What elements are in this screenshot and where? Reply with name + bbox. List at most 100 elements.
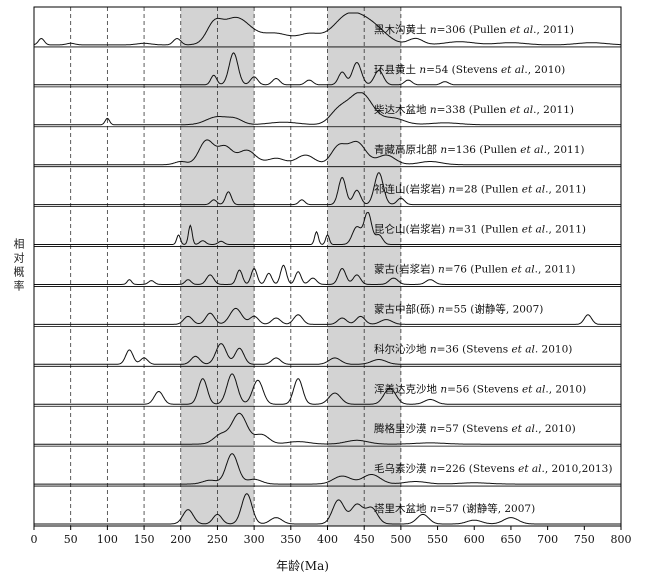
panel-label-0-part-3: et al [510,24,533,36]
panel-label-9-part-0: 浑善达克沙地 [374,382,440,395]
x-tick-label-300: 300 [244,533,265,546]
panel-label-7-part-2: =55 (谢静等, 2007) [445,302,544,315]
panel-label-7-part-1: n [438,303,445,315]
kde-curve-12 [34,493,621,525]
x-tick-label-150: 150 [134,533,155,546]
kde-curve-10 [34,412,621,445]
kde-curve-2 [34,92,621,126]
panel-label-11-part-4: ., 2010,2013) [542,463,613,475]
panel-label-6-part-1: n [438,264,445,276]
panel-label-1-part-4: ., 2010) [524,64,565,76]
panel-label-10-part-4: ., 2010) [535,423,576,435]
x-tick-label-650: 650 [500,533,521,546]
panel-label-9-part-4: ., 2010) [545,383,586,395]
kde-curve-4 [34,172,621,206]
x-tick-label-200: 200 [170,533,191,546]
kde-curve-1 [34,52,621,86]
panel-label-11-part-2: =226 (Stevens [437,463,519,475]
x-tick-label-600: 600 [464,533,485,546]
kde-curve-9 [34,373,621,405]
panel-label-5-part-3: et al [522,224,545,236]
panel-label-4-part-1: n [449,184,456,196]
panel-label-10-part-3: et al [511,423,534,435]
panel-label-5: 昆仑山(岩浆岩) n=31 (Pullen et al., 2011) [374,223,586,236]
panel-label-8-part-0: 科尔沁沙地 [374,342,430,355]
panel-label-6-part-0: 蒙古(岩浆岩) [374,263,438,276]
kde-curve-0 [33,12,621,46]
panel-label-5-part-4: ., 2011) [545,224,586,236]
panel-label-1-part-3: et al [501,64,524,76]
panel-label-8-part-1: n [430,343,437,355]
panel-label-2-part-4: ., 2011) [533,104,574,116]
panel-label-2-part-2: =338 (Pullen [437,104,510,116]
kde-curve-6 [34,264,621,285]
panel-label-4-part-0: 祁连山(岩浆岩) [374,183,449,196]
panel-label-7-part-0: 蒙古中部(砾) [374,302,438,315]
x-tick-label-100: 100 [97,533,118,546]
panel-label-8-part-3: et al [511,343,534,355]
panel-label-9-part-3: et al [522,383,545,395]
panel-label-3-part-1: n [440,144,447,156]
kde-curve-3 [34,139,621,166]
panel-label-4-part-2: =28 (Pullen [455,184,521,196]
panel-label-9-part-2: =56 (Stevens [447,383,522,395]
panel-label-11-part-3: et al [518,463,541,475]
panel-label-11-part-0: 毛乌素沙漠 [374,462,430,475]
panel-label-12: 塔里木盆地 n=57 (谢静等, 2007) [374,502,535,515]
x-tick-label-700: 700 [537,533,558,546]
panel-label-4-part-4: ., 2011) [545,184,586,196]
panel-label-11-part-1: n [430,463,437,475]
panel-label-6-part-4: ., 2011) [535,264,576,276]
kde-curve-11 [34,453,621,485]
panel-label-3-part-0: 青藏高原北部 [374,143,440,156]
kde-curve-7 [34,307,621,325]
panel-label-2-part-0: 柴达木盆地 [374,103,430,116]
panel-label-0: 黑木沟黄土 n=306 (Pullen et al., 2011) [374,23,574,36]
panel-label-3-part-4: ., 2011) [544,144,585,156]
x-tick-label-250: 250 [207,533,228,546]
panel-label-12-part-2: n [430,503,437,515]
panel-label-5-part-2: =31 (Pullen [455,224,521,236]
y-axis-title: 相对概率 [12,238,25,294]
panel-label-2-part-3: et al [510,104,533,116]
kde-curve-8 [34,343,621,365]
panel-label-3-part-3: et al [520,144,543,156]
panel-label-1-part-0: 环县黄土 [374,63,419,76]
panel-label-6: 蒙古(岩浆岩) n=76 (Pullen et al., 2011) [374,263,575,276]
panel-label-8: 科尔沁沙地 n=36 (Stevens et al. 2010) [374,342,572,355]
x-tick-label-800: 800 [611,533,632,546]
x-tick-label-350: 350 [280,533,301,546]
panel-label-1: 环县黄土 n=54 (Stevens et al., 2010) [374,63,565,76]
x-tick-label-750: 750 [574,533,595,546]
panel-label-10-part-2: =57 (Stevens [437,423,512,435]
panel-label-2: 柴达木盆地 n=338 (Pullen et al., 2011) [374,103,574,116]
x-tick-label-50: 50 [64,533,78,546]
panel-label-12-part-0: 塔里木盆地 [374,502,427,515]
panel-label-8-part-4: . 2010) [535,343,573,355]
x-tick-label-400: 400 [317,533,338,546]
panel-label-5-part-0: 昆仑山(岩浆岩) [374,223,449,236]
panel-label-10-part-1: n [430,423,437,435]
panel-label-2-part-1: n [430,104,437,116]
panel-label-10-part-0: 腾格里沙漠 [374,422,430,435]
panel-label-3-part-2: =136 (Pullen [447,144,520,156]
panel-label-0-part-4: ., 2011) [533,24,574,36]
panel-label-11: 毛乌素沙漠 n=226 (Stevens et al., 2010,2013) [374,462,612,475]
panel-label-5-part-1: n [449,224,456,236]
panel-label-0-part-1: n [430,24,437,36]
x-tick-label-0: 0 [31,533,38,546]
panel-label-6-part-3: et al [511,264,534,276]
panel-label-4-part-3: et al [522,184,545,196]
kde-curve-5 [34,212,621,245]
panel-label-7: 蒙古中部(砾) n=55 (谢静等, 2007) [374,302,543,315]
panel-label-9: 浑善达克沙地 n=56 (Stevens et al., 2010) [374,382,586,395]
panel-label-1-part-2: =54 (Stevens [426,64,501,76]
panel-label-1-part-1: n [419,64,426,76]
panel-label-8-part-2: =36 (Stevens [437,343,512,355]
panel-label-10: 腾格里沙漠 n=57 (Stevens et al., 2010) [374,422,576,435]
panel-label-4: 祁连山(岩浆岩) n=28 (Pullen et al., 2011) [374,183,586,196]
x-tick-label-550: 550 [427,533,448,546]
panel-label-12-part-3: =57 (谢静等, 2007) [437,502,536,515]
